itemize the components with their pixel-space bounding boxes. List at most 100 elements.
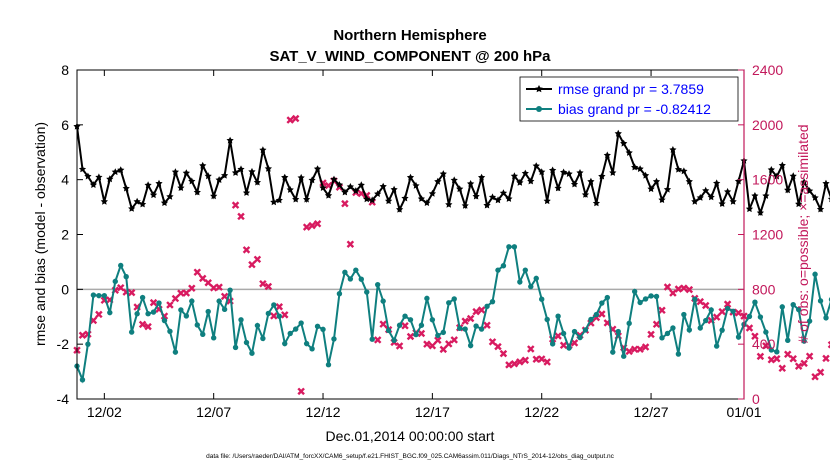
rmse-point <box>478 173 486 181</box>
obs-count-marker <box>751 332 759 340</box>
rmse-point <box>636 165 644 172</box>
obs-count-marker <box>718 307 726 316</box>
bias-point <box>232 344 239 351</box>
y-tick-label-right: 800 <box>752 281 776 297</box>
rmse-point <box>527 177 535 185</box>
rmse-point <box>811 194 819 201</box>
rmse-point <box>450 176 458 184</box>
obs-count-marker <box>428 342 437 350</box>
x-tick-label: 12/27 <box>634 404 669 420</box>
bias-point <box>342 269 348 276</box>
bias-point <box>615 328 621 335</box>
bias-point <box>385 327 392 334</box>
rmse-point <box>390 185 398 193</box>
rmse-point <box>762 192 770 199</box>
bias-point <box>101 292 108 299</box>
obs-count-marker <box>598 310 606 318</box>
rmse-point <box>576 169 584 176</box>
rmse-point <box>357 181 365 189</box>
rmse-point <box>160 199 169 206</box>
rmse-point <box>292 195 300 203</box>
bias-point <box>539 296 545 302</box>
bias-point <box>298 320 304 326</box>
bias-point <box>457 325 463 331</box>
y-tick-label-right: 0 <box>752 391 760 407</box>
bias-point <box>599 300 605 306</box>
rmse-point <box>461 201 469 209</box>
bias-point <box>123 274 129 280</box>
rmse-point <box>319 184 327 191</box>
bias-point <box>292 326 299 332</box>
bias-point <box>610 349 616 355</box>
bias-point <box>358 276 364 282</box>
bias-point <box>167 328 173 334</box>
rmse-point <box>335 181 343 188</box>
bias-point <box>287 330 293 337</box>
bias-point <box>763 329 769 335</box>
obs-count-marker <box>434 336 442 344</box>
rmse-point <box>581 190 590 198</box>
bias-point <box>276 313 282 319</box>
bias-point <box>708 307 714 313</box>
rmse-point <box>155 179 163 187</box>
rmse-point <box>505 195 513 202</box>
rmse-point <box>734 177 743 185</box>
bias-point <box>238 317 244 323</box>
x-tick-label: 12/07 <box>196 404 231 420</box>
rmse-point <box>188 177 196 185</box>
rmse-point <box>259 146 267 154</box>
rmse-point <box>756 209 764 216</box>
bias-point <box>653 293 660 300</box>
rmse-point <box>587 177 595 185</box>
rmse-point <box>521 169 529 177</box>
rmse-point <box>396 205 404 213</box>
obs-count-marker <box>286 116 294 124</box>
obs-count-marker <box>745 324 754 332</box>
rmse-point <box>729 197 737 205</box>
obs-count-marker <box>116 283 125 292</box>
rmse-point <box>674 165 682 173</box>
y-tick-label-left: 2 <box>61 227 69 243</box>
obs-count-marker <box>800 359 808 368</box>
rmse-point <box>406 173 415 181</box>
data-file-footer: data file: /Users/raeder/DAI/ATM_forcXX/… <box>206 453 615 460</box>
bias-point <box>118 262 124 269</box>
bias-point <box>588 316 594 323</box>
obs-count-marker <box>313 220 322 228</box>
rmse-point <box>691 197 699 205</box>
bias-point <box>249 350 255 356</box>
x-tick-label: 12/22 <box>524 404 559 420</box>
obs-count-marker <box>625 347 633 356</box>
bias-point <box>812 271 818 277</box>
rmse-point <box>346 183 354 190</box>
y-tick-label-right: 400 <box>752 336 776 352</box>
bias-point <box>391 337 397 344</box>
rmse-point <box>78 165 87 173</box>
rmse-point <box>182 169 190 177</box>
legend-box <box>519 76 739 122</box>
rmse-point <box>286 186 294 193</box>
rmse-point <box>139 200 147 208</box>
bias-point <box>621 353 627 359</box>
bias-point <box>648 293 654 299</box>
rmse-point <box>253 178 261 186</box>
obs-count-marker <box>138 320 147 329</box>
rmse-point <box>111 168 119 176</box>
rmse-point <box>237 165 245 173</box>
bias-point <box>407 317 414 323</box>
y-tick-label-left: 6 <box>61 117 69 133</box>
obs-count-marker <box>401 322 409 330</box>
obs-count-marker <box>373 336 382 344</box>
rmse-point <box>702 186 710 194</box>
rmse-point <box>707 193 715 201</box>
rmse-point <box>822 179 830 187</box>
obs-count-marker <box>182 289 191 297</box>
obs-count-marker <box>166 301 174 309</box>
bias-point <box>374 281 381 288</box>
rmse-point <box>680 167 688 175</box>
bias-point <box>719 327 725 333</box>
x-tick-label: 12/12 <box>306 404 341 420</box>
obs-count-marker <box>220 292 229 301</box>
obs-count-marker <box>302 223 311 231</box>
rmse-point <box>117 166 125 174</box>
